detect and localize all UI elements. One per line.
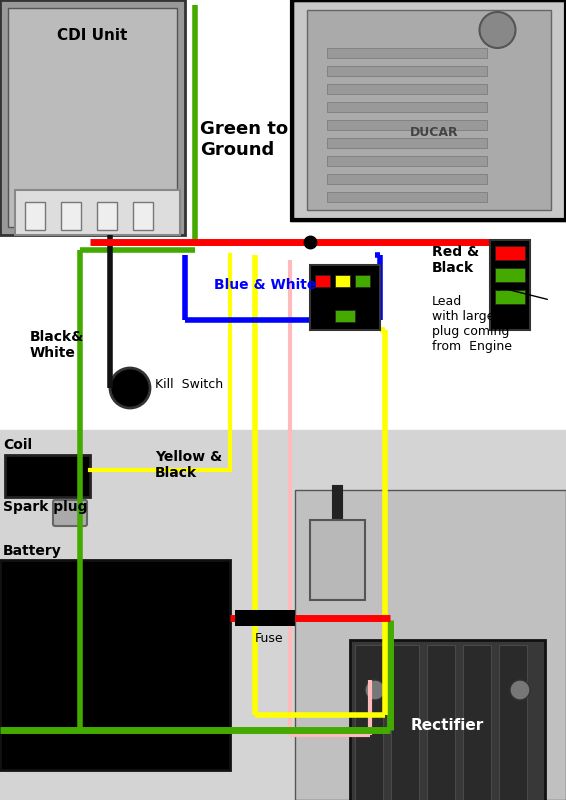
Bar	[0, 0, 185, 235]
Text: Fuse: Fuse	[255, 632, 284, 645]
Bar	[307, 10, 551, 210]
Bar	[292, 0, 566, 220]
Text: Green to
Ground: Green to Ground	[200, 120, 288, 158]
Circle shape	[479, 12, 516, 48]
Bar	[355, 275, 370, 287]
FancyBboxPatch shape	[53, 500, 87, 526]
Bar	[0, 560, 230, 770]
Bar	[327, 84, 487, 94]
Circle shape	[510, 680, 530, 700]
Bar	[327, 48, 487, 58]
Bar	[327, 66, 487, 76]
Bar	[295, 490, 566, 800]
Bar	[315, 275, 330, 287]
Bar	[327, 156, 487, 166]
Text: Black&
White: Black& White	[30, 330, 84, 360]
Bar	[327, 102, 487, 112]
Circle shape	[365, 680, 385, 700]
Bar	[350, 640, 545, 800]
Bar	[335, 310, 355, 322]
Bar	[495, 268, 525, 282]
Bar	[327, 174, 487, 184]
Bar	[495, 246, 525, 260]
Bar	[355, 645, 383, 800]
Bar	[8, 8, 177, 227]
Text: Battery: Battery	[3, 544, 62, 558]
Bar	[391, 645, 419, 800]
Text: Green: Green	[150, 706, 192, 720]
Bar	[495, 290, 525, 304]
Bar	[292, 0, 566, 220]
Bar	[327, 120, 487, 130]
Circle shape	[110, 368, 150, 408]
Text: Kill  Switch: Kill Switch	[155, 378, 223, 391]
Bar	[97, 202, 117, 230]
Bar	[427, 645, 455, 800]
Text: Red &
Black: Red & Black	[432, 245, 479, 275]
Bar	[463, 645, 491, 800]
Bar	[0, 0, 566, 430]
Bar	[327, 192, 487, 202]
Bar	[61, 202, 81, 230]
Bar	[335, 275, 350, 287]
Text: Yellow &
Black: Yellow & Black	[155, 450, 222, 480]
Text: Red: Red	[190, 594, 216, 608]
Text: CDI Unit: CDI Unit	[57, 27, 128, 42]
Bar	[235, 610, 295, 626]
Bar	[310, 520, 365, 600]
Bar	[310, 265, 380, 330]
Text: Coil: Coil	[3, 438, 32, 452]
Bar	[499, 645, 527, 800]
Text: Rectifier: Rectifier	[411, 718, 484, 733]
Bar	[5, 455, 90, 497]
Text: Lead
with largest
plug coming
from  Engine: Lead with largest plug coming from Engin…	[432, 295, 512, 353]
Bar	[327, 138, 487, 148]
Text: Blue & White: Blue & White	[214, 278, 316, 292]
Bar	[0, 430, 566, 800]
Bar	[490, 240, 530, 330]
Text: DUCAR: DUCAR	[410, 126, 459, 138]
Bar	[133, 202, 153, 230]
Text: Spark plug: Spark plug	[3, 500, 88, 514]
Bar	[15, 190, 180, 235]
Bar	[25, 202, 45, 230]
